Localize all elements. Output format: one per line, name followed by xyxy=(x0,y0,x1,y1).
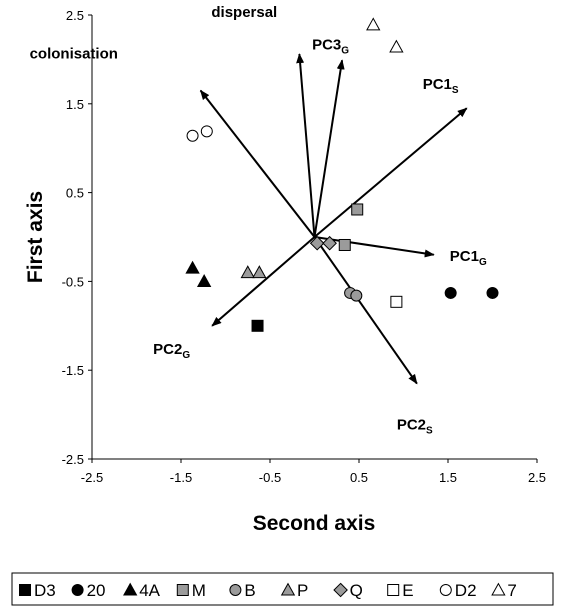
point-q xyxy=(322,235,337,251)
point-b xyxy=(350,289,363,302)
y-tick-label: 1.5 xyxy=(66,97,84,112)
x-tick-label: 0.5 xyxy=(350,470,368,485)
legend-box xyxy=(11,572,554,606)
point-7 xyxy=(366,17,381,31)
legend-label: B xyxy=(244,581,255,600)
legend-label: P xyxy=(297,581,308,600)
y-tick-label: -1.5 xyxy=(62,363,84,378)
legend-label: Q xyxy=(350,581,363,600)
x-tick-label: -1.5 xyxy=(170,470,192,485)
legend-marker-d3 xyxy=(19,584,31,596)
x-axis-title: Second axis xyxy=(253,512,376,535)
vector-label-subscript: G xyxy=(479,257,487,268)
vector-label-subscript: G xyxy=(341,45,349,56)
vector-pc1g xyxy=(314,236,435,258)
tick-labels: -2.5 -1.5 -0.5 0.5 1.5 2.5 2.5 1.5 0.5 -0.5 -1.5 -2… xyxy=(62,8,546,485)
point-20 xyxy=(486,286,499,299)
legend-label: D2 xyxy=(455,581,477,600)
legend-marker-7 xyxy=(491,582,506,596)
loading-vector-labels: dispersalcolonisationPC3GPC1SPC1GPC2GPC2… xyxy=(30,4,487,436)
vector-label: PC2S xyxy=(397,417,433,437)
legend-marker-d2 xyxy=(439,584,452,596)
vector-label: PC1G xyxy=(450,248,487,268)
vector-pc2s xyxy=(313,236,418,385)
vector-label: PC1S xyxy=(423,76,459,96)
point-m xyxy=(351,203,364,216)
y-tick-label: -2.5 xyxy=(62,452,84,467)
point-20 xyxy=(444,286,457,299)
loading-vectors xyxy=(199,53,468,385)
y-tick-label: 0.5 xyxy=(66,186,84,201)
vector-label-subscript: S xyxy=(452,85,459,96)
legend-label: M xyxy=(192,581,206,600)
legend-marker-q xyxy=(333,582,348,598)
vector-label: PC3G xyxy=(312,36,349,56)
x-tick-label: 1.5 xyxy=(439,470,457,485)
legend-marker-b xyxy=(229,584,242,596)
vector-colonisation xyxy=(199,89,316,238)
legend-marker-20 xyxy=(71,584,84,596)
vector-label-text: PC1 xyxy=(423,76,452,93)
vector-label: PC2G xyxy=(153,341,190,361)
point-e xyxy=(390,295,403,308)
point-d2 xyxy=(200,125,213,138)
x-tick-label: -2.5 xyxy=(81,470,103,485)
point-p xyxy=(252,265,267,279)
legend-label: 4A xyxy=(139,581,160,600)
vector-pc2g xyxy=(211,236,316,327)
data-points xyxy=(185,17,499,332)
axes xyxy=(91,15,537,460)
point-4a xyxy=(185,260,200,274)
vector-dispersal xyxy=(296,53,316,238)
y-tick-label: 2.5 xyxy=(66,8,84,23)
point-d3 xyxy=(251,319,264,332)
vector-label-text: PC2 xyxy=(153,341,182,358)
legend-marker-e xyxy=(387,584,400,596)
ticks xyxy=(88,14,538,463)
legend-label: 7 xyxy=(507,581,516,600)
legend-marker-p xyxy=(280,582,296,596)
vector-label-text: PC1 xyxy=(450,248,479,265)
vector-label-subscript: G xyxy=(182,350,190,361)
vector-pc3g xyxy=(313,59,345,238)
point-p xyxy=(240,265,255,279)
legend-marker-m xyxy=(176,584,189,596)
vector-label-text: PC3 xyxy=(312,36,341,53)
x-tick-label: -0.5 xyxy=(259,470,281,485)
vector-label-text: dispersal xyxy=(211,4,277,21)
legend-label: 20 xyxy=(87,581,106,600)
point-7 xyxy=(389,39,404,53)
point-4a xyxy=(196,274,212,287)
legend-label: D3 xyxy=(34,581,56,600)
vector-label-subscript: S xyxy=(426,426,433,437)
point-q xyxy=(309,235,325,251)
y-axis-title: First axis xyxy=(24,191,47,283)
vector-label-text: colonisation xyxy=(30,45,118,62)
legend-label: E xyxy=(402,581,413,600)
legend-marker-4a xyxy=(123,582,138,596)
vector-label-text: PC2 xyxy=(397,417,426,434)
point-d2 xyxy=(186,129,199,142)
point-m xyxy=(338,238,351,251)
vector-label: dispersal xyxy=(211,4,277,21)
vector-label: colonisation xyxy=(30,45,118,62)
legend: D3 20 4A M B P Q E D2 7 xyxy=(19,581,517,600)
x-tick-label: 2.5 xyxy=(528,470,546,485)
vector-pc1s xyxy=(313,107,468,238)
y-tick-label: -0.5 xyxy=(62,274,84,289)
